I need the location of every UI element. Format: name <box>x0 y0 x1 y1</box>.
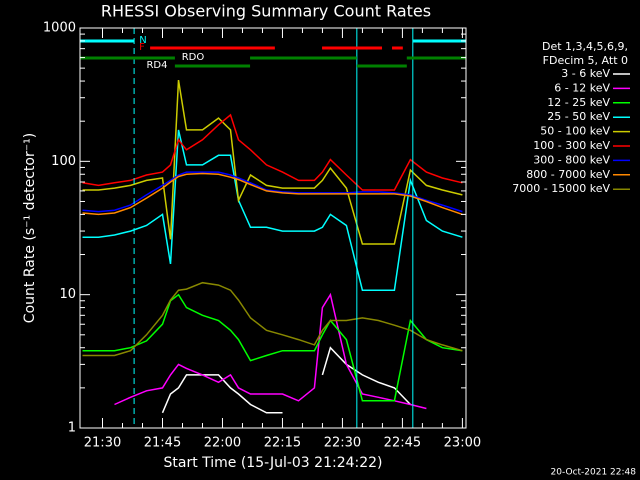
x-tick-label: 23:00 <box>444 436 481 451</box>
plot-frame <box>79 27 467 429</box>
legend-label: 3 - 6 keV <box>561 67 610 80</box>
series-line <box>82 172 463 216</box>
series-line <box>82 113 463 191</box>
x-tick-label: 22:15 <box>264 436 301 451</box>
legend-header: Det 1,3,4,5,6,9, <box>542 40 628 53</box>
x-tick-label: 22:30 <box>324 436 361 451</box>
x-tick-label: 21:30 <box>84 436 121 451</box>
legend-label: 25 - 50 keV <box>547 110 610 123</box>
flag-label: N <box>139 35 146 46</box>
footer: 20-Oct-2021 22:48 <box>551 468 637 478</box>
flag-label: RD4 <box>146 60 167 71</box>
legend-label: 300 - 800 keV <box>533 153 610 166</box>
legend-label: 7000 - 15000 keV <box>512 182 610 195</box>
series-line <box>82 79 463 245</box>
series-line <box>82 293 463 402</box>
y-tick-label: 10 <box>59 287 76 302</box>
legend-label: 100 - 300 keV <box>533 139 610 152</box>
x-tick-label: 22:45 <box>384 436 421 451</box>
x-tick-label: 21:45 <box>144 436 181 451</box>
legend-label: 800 - 7000 keV <box>526 168 610 181</box>
series-line <box>82 129 463 291</box>
series-line <box>114 292 427 410</box>
series-line <box>82 281 463 357</box>
legend-label: 50 - 100 keV <box>540 125 610 138</box>
x-tick-label: 22:00 <box>204 436 241 451</box>
legend-label: 12 - 25 keV <box>547 96 610 109</box>
legend-label: 6 - 12 keV <box>554 81 610 94</box>
y-tick-label: 1000 <box>43 21 76 36</box>
y-tick-label: 100 <box>51 154 76 169</box>
series-line <box>161 346 411 414</box>
legend-header: FDecim 5, Att 0 <box>543 54 628 67</box>
flag-label: F <box>139 42 145 53</box>
series-line <box>82 171 463 213</box>
y-tick-label: 1 <box>68 421 76 436</box>
x-axis-label: Start Time (15-Jul-03 21:24:22) <box>163 455 382 471</box>
y-axis-label: Count Rate (s⁻¹ detector⁻¹) <box>22 133 38 323</box>
chart-title: RHESSI Observing Summary Count Rates <box>101 2 431 21</box>
flag-label: RDO <box>182 52 205 63</box>
